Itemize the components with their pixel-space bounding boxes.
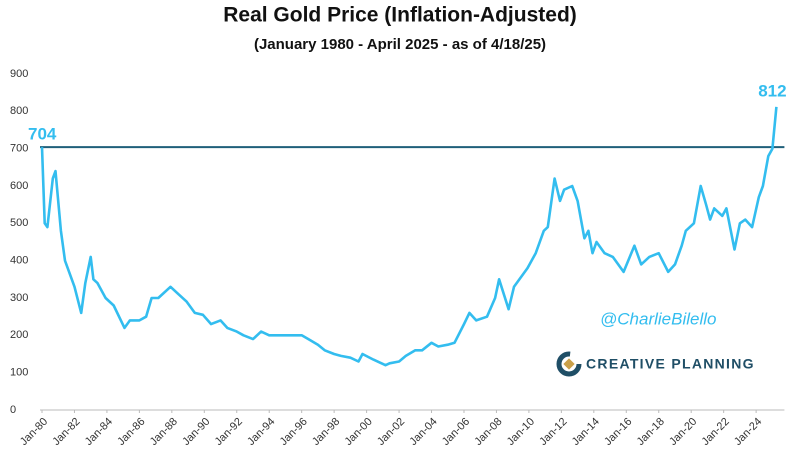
x-tick-label: Jan-82 [50, 416, 82, 448]
x-tick-label: Jan-18 [635, 416, 667, 448]
x-tick-label: Jan-12 [537, 416, 569, 448]
x-tick-label: Jan-24 [732, 416, 764, 448]
y-tick-label: 500 [10, 217, 28, 229]
x-tick-label: Jan-94 [245, 416, 277, 448]
logo-icon [556, 351, 582, 377]
y-tick-label: 200 [10, 329, 28, 341]
x-tick-label: Jan-06 [440, 416, 472, 448]
y-tick-label: 700 [10, 143, 28, 155]
x-tick-label: Jan-84 [83, 416, 115, 448]
chart-subtitle: (January 1980 - April 2025 - as of 4/18/… [254, 36, 546, 53]
chart-title: Real Gold Price (Inflation-Adjusted) [223, 4, 577, 27]
x-tick-label: Jan-22 [700, 416, 732, 448]
y-tick-label: 800 [10, 105, 28, 117]
x-tick-label: Jan-14 [570, 416, 602, 448]
x-tick-label: Jan-80 [18, 416, 50, 448]
x-tick-label: Jan-20 [667, 416, 699, 448]
y-tick-label: 900 [10, 68, 28, 80]
x-tick-label: Jan-88 [148, 416, 180, 448]
logo-text: CREATIVE PLANNING [586, 356, 755, 372]
x-tick-label: Jan-00 [343, 416, 375, 448]
x-tick-label: Jan-16 [602, 416, 634, 448]
x-tick-label: Jan-02 [375, 416, 407, 448]
y-tick-label: 100 [10, 367, 28, 379]
y-tick-label: 400 [10, 255, 28, 267]
y-tick-label: 300 [10, 292, 28, 304]
watermark: @CharlieBilello [600, 309, 716, 328]
x-tick-label: Jan-92 [213, 416, 245, 448]
x-tick-label: Jan-10 [505, 416, 537, 448]
y-tick-label: 600 [10, 180, 28, 192]
x-tick-label: Jan-96 [278, 416, 310, 448]
end-value-label: 812 [758, 81, 786, 100]
y-tick-label: 0 [10, 404, 16, 416]
x-tick-label: Jan-04 [407, 416, 439, 448]
reference-label: 704 [28, 125, 57, 144]
price-line [40, 106, 778, 367]
x-tick-label: Jan-86 [115, 416, 147, 448]
x-tick-label: Jan-90 [180, 416, 212, 448]
x-tick-label: Jan-08 [472, 416, 504, 448]
x-tick-label: Jan-98 [310, 416, 342, 448]
